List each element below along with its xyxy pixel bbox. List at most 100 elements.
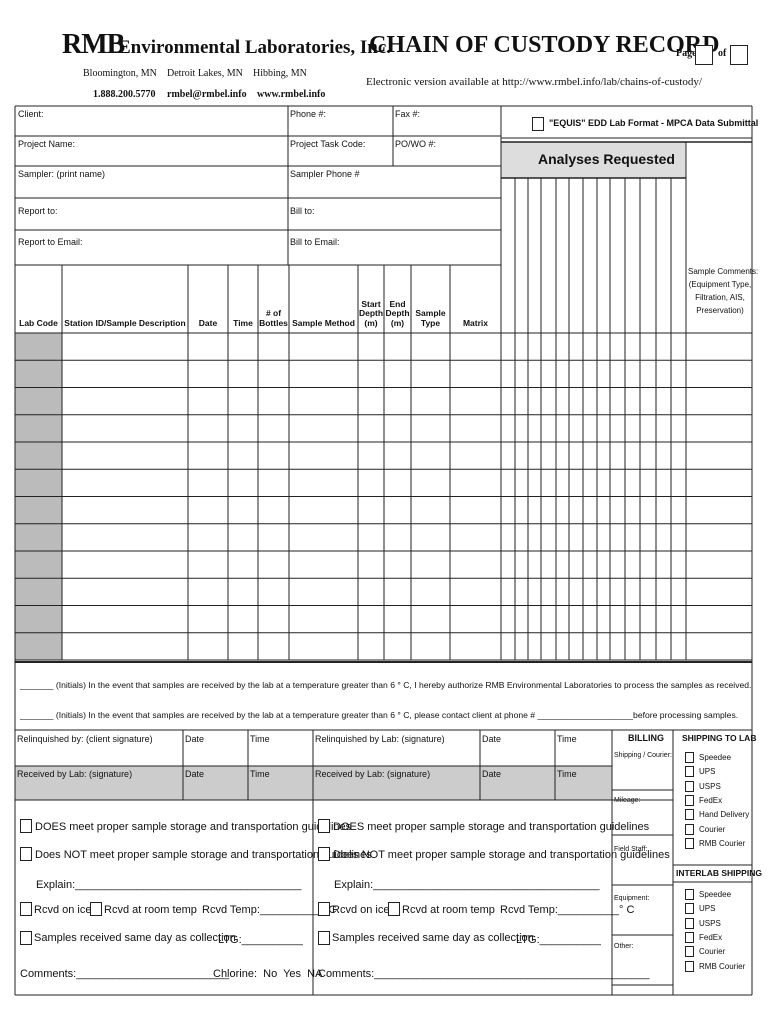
signature-label: Date bbox=[185, 769, 205, 779]
shipping-option: Speedee bbox=[699, 753, 732, 762]
interlab-option: USPS bbox=[699, 918, 721, 928]
interlab-option: Courier bbox=[699, 947, 726, 957]
checkbox[interactable] bbox=[685, 960, 694, 972]
location: Bloomington, MN bbox=[83, 68, 157, 79]
column-header: Start Depth (m) bbox=[358, 298, 384, 328]
contact: 1.888.200.5770 bbox=[93, 89, 156, 100]
shipping-option: USPS bbox=[699, 781, 721, 791]
checkbox[interactable] bbox=[20, 847, 32, 861]
billing-field: Other: bbox=[614, 943, 634, 950]
billing-title: BILLING bbox=[628, 733, 664, 743]
form-title: CHAIN OF CUSTODY RECORD bbox=[369, 32, 720, 58]
shipping-option: Courier bbox=[699, 824, 726, 834]
meets-guidelines: DOES meet proper sample storage and tran… bbox=[35, 821, 352, 833]
checkbox[interactable] bbox=[685, 946, 694, 958]
signature-label: Time bbox=[250, 769, 270, 779]
checkbox[interactable] bbox=[20, 819, 32, 833]
meets-guidelines: DOES meet proper sample storage and tran… bbox=[333, 821, 650, 833]
billing-field: Field Staff: bbox=[614, 846, 648, 853]
contact: www.rmbel.info bbox=[257, 89, 326, 100]
field-label: Phone #: bbox=[290, 109, 327, 119]
interlab-option: Speedee bbox=[699, 890, 732, 899]
rcvd-on-ice: Rcvd on ice bbox=[332, 904, 390, 916]
field-label: Bill to: bbox=[290, 206, 315, 216]
interlab-title: INTERLAB SHIPPING bbox=[676, 868, 762, 878]
checkbox[interactable] bbox=[90, 902, 102, 916]
column-header: Sample Method bbox=[292, 317, 355, 328]
column-header: Date bbox=[198, 317, 218, 328]
not-meets-guidelines: Does NOT meet proper sample storage and … bbox=[333, 849, 670, 861]
signature-label: Date bbox=[482, 734, 502, 744]
field-label: Report to: bbox=[18, 206, 58, 216]
location: Hibbing, MN bbox=[253, 68, 307, 79]
of-label: of bbox=[718, 48, 727, 59]
signature-label: Time bbox=[250, 734, 270, 744]
comments: Comments:_________________________ bbox=[20, 968, 230, 980]
signature-label: Time bbox=[557, 769, 577, 779]
column-header: Station ID/Sample Description bbox=[64, 317, 186, 328]
authorization-note: _______ (Initials) In the event that sam… bbox=[20, 710, 739, 720]
checkbox[interactable] bbox=[685, 752, 694, 763]
column-header: Time bbox=[233, 317, 253, 328]
rcvd-temp: Rcvd Temp:__________° C bbox=[500, 904, 635, 916]
checkbox[interactable] bbox=[730, 45, 748, 65]
signature-label: Relinquished by: (client signature) bbox=[17, 734, 153, 744]
column-header: # of Bottles bbox=[259, 308, 288, 328]
same-day: Samples received same day as collection bbox=[332, 932, 534, 944]
checkbox[interactable] bbox=[685, 794, 694, 806]
checkbox[interactable] bbox=[20, 902, 32, 916]
checkbox[interactable] bbox=[685, 917, 694, 929]
field-label: Report to Email: bbox=[18, 237, 83, 247]
checkbox[interactable] bbox=[685, 837, 694, 849]
location: Detroit Lakes, MN bbox=[167, 68, 243, 79]
shipping-title: SHIPPING TO LAB bbox=[682, 733, 757, 743]
billing-field: Equipment: bbox=[614, 895, 650, 902]
logo: RMB bbox=[62, 29, 125, 60]
checkbox[interactable] bbox=[685, 931, 694, 943]
checkbox[interactable] bbox=[695, 45, 713, 65]
column-header: Matrix bbox=[462, 317, 489, 328]
checkbox[interactable] bbox=[318, 819, 330, 833]
comments: Comments:_______________________________… bbox=[318, 968, 650, 980]
contact: rmbel@rmbel.info bbox=[167, 89, 247, 100]
checkbox[interactable] bbox=[685, 809, 694, 821]
chlorine: Chlorine: No Yes NA bbox=[213, 968, 323, 980]
analyses-title-bg bbox=[501, 142, 686, 178]
electronic-note: Electronic version available at http://w… bbox=[366, 76, 702, 88]
checkbox[interactable] bbox=[388, 902, 400, 916]
checkbox[interactable] bbox=[318, 931, 330, 945]
billing-field: Mileage: bbox=[614, 797, 641, 804]
checkbox[interactable] bbox=[685, 766, 694, 778]
explain: Explain:________________________________… bbox=[36, 879, 302, 891]
checkbox[interactable] bbox=[318, 902, 330, 916]
company-name: Environmental Laboratories, Inc. bbox=[118, 37, 392, 58]
signature-label: Received by Lab: (signature) bbox=[315, 769, 431, 779]
rcvd-room-temp: Rcvd at room temp bbox=[402, 904, 495, 916]
analyses-title: Analyses Requested bbox=[538, 151, 675, 167]
rcvd-on-ice: Rcvd on ice bbox=[34, 904, 92, 916]
explain: Explain:________________________________… bbox=[334, 879, 600, 891]
same-day: Samples received same day as collection bbox=[34, 932, 236, 944]
checkbox[interactable] bbox=[685, 780, 694, 792]
shipping-option: UPS bbox=[699, 767, 716, 777]
field-label: Sampler: (print name) bbox=[18, 169, 106, 179]
checkbox[interactable] bbox=[318, 847, 330, 861]
ltg: LTG:__________ bbox=[516, 934, 601, 946]
page-label: Page bbox=[676, 48, 697, 59]
column-header: Lab Code bbox=[19, 317, 58, 328]
interlab-option: RMB Courier bbox=[699, 961, 746, 971]
signature-label: Received by Lab: (signature) bbox=[17, 769, 133, 779]
shipping-option: FedEx bbox=[699, 795, 723, 805]
checkbox[interactable] bbox=[685, 823, 694, 835]
checkbox[interactable] bbox=[685, 903, 694, 915]
checkbox[interactable] bbox=[685, 889, 694, 900]
checkbox[interactable] bbox=[20, 931, 32, 945]
ltg: LTG:__________ bbox=[218, 934, 303, 946]
checkbox[interactable] bbox=[532, 117, 544, 131]
interlab-option: FedEx bbox=[699, 932, 723, 942]
edd-option: "EQUIS" EDD Lab Format - MPCA Data Submi… bbox=[549, 118, 759, 128]
authorization-note: _______ (Initials) In the event that sam… bbox=[20, 680, 752, 690]
field-label: PO/WO #: bbox=[395, 139, 437, 149]
